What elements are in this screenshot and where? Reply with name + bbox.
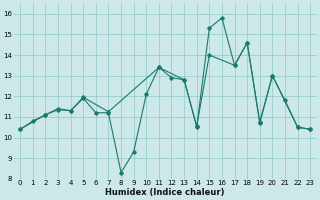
X-axis label: Humidex (Indice chaleur): Humidex (Indice chaleur): [106, 188, 225, 197]
